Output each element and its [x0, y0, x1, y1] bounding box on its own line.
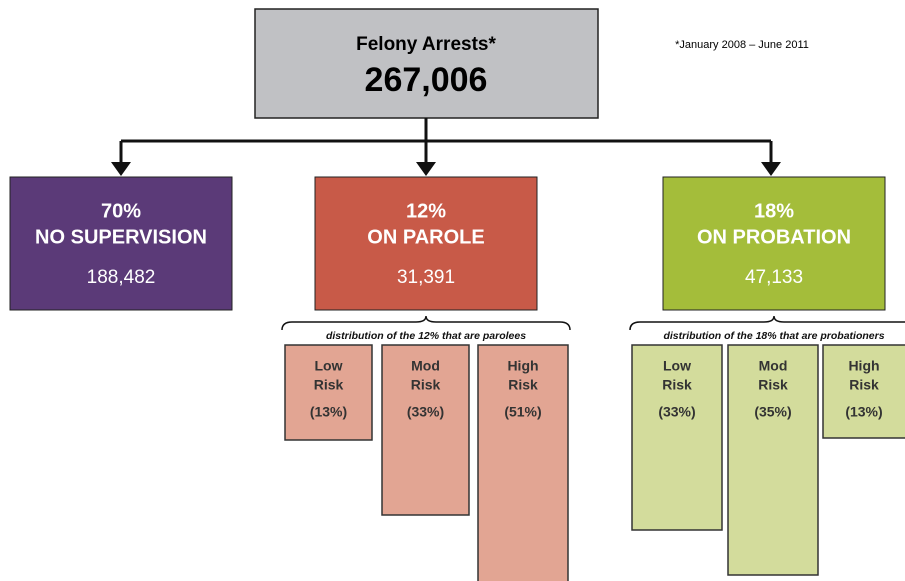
group-box [9, 176, 233, 311]
risk-risk: Risk [314, 377, 344, 393]
risk-bar [477, 344, 569, 581]
risk-share: (13%) [845, 404, 882, 420]
risk-bar [822, 344, 905, 439]
risk-bar [631, 344, 723, 531]
group-percent: 12% [406, 200, 446, 222]
risk-level: High [507, 358, 538, 374]
distribution-caption: distribution of the 12% that are parolee… [326, 330, 526, 342]
total-value: 267,006 [365, 61, 488, 99]
group-label: ON PAROLE [367, 226, 484, 248]
risk-level: Low [315, 358, 343, 374]
risk-risk: Risk [662, 377, 692, 393]
risk-level: Mod [411, 358, 440, 374]
group-label: NO SUPERVISION [35, 226, 207, 248]
risk-bar [381, 344, 470, 516]
group-count: 47,133 [745, 267, 803, 288]
connector [119, 118, 773, 163]
group-count: 188,482 [87, 267, 156, 288]
risk-risk: Risk [758, 377, 788, 393]
group-percent: 70% [101, 200, 141, 222]
risk-bar [727, 344, 819, 576]
risk-share: (33%) [658, 404, 695, 420]
risk-level: Low [663, 358, 691, 374]
risk-share: (13%) [310, 404, 347, 420]
group-box [662, 176, 886, 311]
arrow-heads [111, 162, 781, 176]
note: *January 2008 – June 2011 [675, 39, 809, 51]
total-title: Felony Arrests* [356, 34, 496, 55]
group-label: ON PROBATION [697, 226, 851, 248]
brace [281, 315, 571, 331]
group-percent: 18% [754, 200, 794, 222]
risk-level: High [848, 358, 879, 374]
brace [629, 315, 905, 331]
distribution-caption: distribution of the 18% that are probati… [663, 330, 884, 342]
group-count: 31,391 [397, 267, 455, 288]
risk-risk: Risk [849, 377, 879, 393]
risk-risk: Risk [411, 377, 441, 393]
risk-level: Mod [759, 358, 788, 374]
total-box [254, 8, 599, 119]
risk-share: (51%) [504, 404, 541, 420]
risk-bar [284, 344, 373, 441]
risk-share: (35%) [754, 404, 791, 420]
risk-labels: Low Risk (13%) Mod Risk (33%) High Risk (51%) Low… [310, 358, 883, 420]
risk-share: (33%) [407, 404, 444, 420]
risk-risk: Risk [508, 377, 538, 393]
group-box [314, 176, 538, 311]
